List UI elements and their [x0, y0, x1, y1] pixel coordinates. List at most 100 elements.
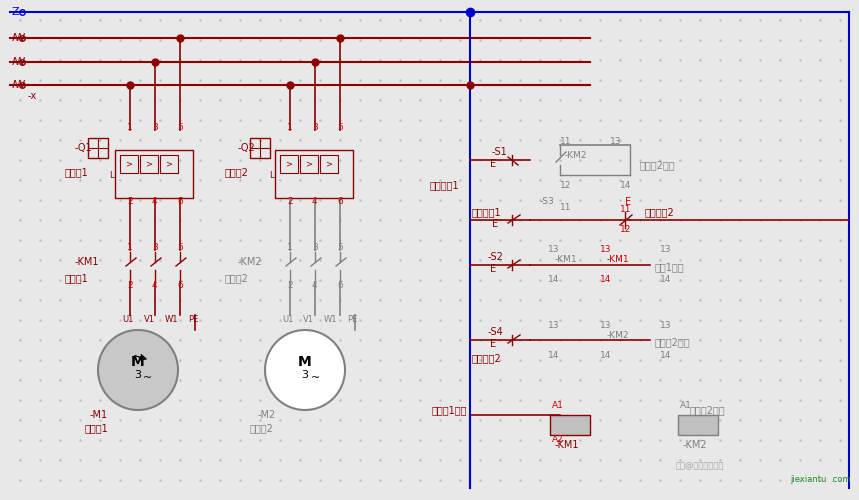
- Text: 13: 13: [548, 246, 559, 254]
- Text: 14: 14: [548, 276, 559, 284]
- Text: 14: 14: [660, 276, 672, 284]
- Bar: [275, 150, 353, 198]
- Text: >: >: [325, 160, 332, 168]
- Text: 6: 6: [337, 198, 343, 206]
- Text: -M1: -M1: [90, 410, 108, 420]
- Text: 12: 12: [560, 180, 571, 190]
- Text: 13: 13: [660, 320, 672, 330]
- Text: jiexiantu: jiexiantu: [790, 475, 826, 484]
- Text: 电动机1: 电动机1: [85, 423, 109, 433]
- Text: L: L: [109, 170, 113, 179]
- Text: 3: 3: [312, 122, 318, 132]
- Bar: [550, 415, 590, 435]
- Text: E: E: [625, 197, 631, 207]
- Text: 接触器2线圈: 接触器2线圈: [690, 405, 726, 415]
- Text: 3: 3: [135, 370, 142, 380]
- Text: 6: 6: [177, 282, 183, 290]
- Text: -KM2: -KM2: [607, 330, 630, 340]
- Bar: [88, 138, 108, 158]
- Text: 断路器1: 断路器1: [65, 167, 88, 177]
- Text: A1: A1: [680, 400, 691, 409]
- Bar: [300, 155, 318, 173]
- Text: ꟿ: ꟿ: [12, 57, 26, 67]
- Text: 12: 12: [620, 226, 631, 234]
- Text: 13: 13: [600, 320, 612, 330]
- Text: ꟿ: ꟿ: [12, 33, 26, 43]
- Text: M: M: [298, 355, 312, 369]
- Bar: [320, 155, 338, 173]
- Text: 停止开关2: 停止开关2: [645, 207, 675, 217]
- Text: -S4: -S4: [488, 327, 503, 337]
- Text: -S1: -S1: [492, 147, 508, 157]
- Bar: [280, 155, 298, 173]
- Text: -S2: -S2: [488, 252, 504, 262]
- Text: 6: 6: [337, 282, 343, 290]
- Text: 14: 14: [600, 350, 612, 360]
- Text: L: L: [269, 170, 274, 179]
- Text: PE: PE: [347, 316, 357, 324]
- Bar: [140, 155, 158, 173]
- Text: 停止开关1: 停止开关1: [430, 180, 460, 190]
- Text: >: >: [145, 160, 152, 168]
- Text: U1: U1: [282, 316, 294, 324]
- Bar: [678, 415, 718, 435]
- Text: -KM2: -KM2: [683, 440, 708, 450]
- Text: E: E: [490, 159, 497, 169]
- Text: 11: 11: [560, 138, 571, 146]
- Text: 14: 14: [548, 350, 559, 360]
- Text: 接触器1: 接触器1: [65, 273, 88, 283]
- Text: .com: .com: [830, 475, 850, 484]
- Text: 5: 5: [337, 122, 343, 132]
- Bar: [250, 138, 270, 158]
- Text: E: E: [492, 219, 498, 229]
- Text: 2: 2: [127, 198, 132, 206]
- Text: >: >: [305, 160, 312, 168]
- Text: A1: A1: [552, 400, 564, 409]
- Text: 5: 5: [177, 244, 183, 252]
- Text: -KM2: -KM2: [238, 257, 263, 267]
- Text: 4: 4: [312, 198, 318, 206]
- Text: 1: 1: [127, 122, 133, 132]
- Text: 电动机2: 电动机2: [250, 423, 274, 433]
- Text: ~: ~: [310, 373, 320, 383]
- Text: 14: 14: [660, 350, 672, 360]
- Text: 5: 5: [337, 244, 343, 252]
- Text: -Q2: -Q2: [238, 143, 256, 153]
- Text: 3: 3: [302, 370, 308, 380]
- Text: -KM2: -KM2: [565, 150, 588, 160]
- Text: 4: 4: [312, 282, 318, 290]
- Text: V1: V1: [303, 316, 314, 324]
- Text: ꟿ: ꟿ: [12, 80, 26, 90]
- Text: 接触器2: 接触器2: [225, 273, 249, 283]
- Text: W1: W1: [324, 316, 338, 324]
- Text: -KM1: -KM1: [75, 257, 100, 267]
- Text: 14: 14: [600, 276, 612, 284]
- Text: Z: Z: [12, 7, 20, 17]
- Text: 13: 13: [660, 246, 672, 254]
- Text: 2: 2: [287, 282, 293, 290]
- Text: 1: 1: [127, 244, 133, 252]
- Text: 接触器2常开: 接触器2常开: [655, 337, 691, 347]
- Text: V1: V1: [144, 316, 155, 324]
- Bar: [120, 155, 138, 173]
- Text: 知乎@朝阳的时而酒: 知乎@朝阳的时而酒: [676, 461, 724, 470]
- Text: 3: 3: [152, 122, 158, 132]
- Text: 接触器2常开: 接触器2常开: [640, 160, 676, 170]
- Text: A2: A2: [552, 436, 564, 444]
- Text: 13: 13: [548, 320, 559, 330]
- Text: 接触器1线圈: 接触器1线圈: [432, 405, 467, 415]
- Text: 启动开关1: 启动开关1: [472, 207, 502, 217]
- Circle shape: [98, 330, 178, 410]
- Text: M: M: [131, 355, 145, 369]
- Text: >: >: [285, 160, 292, 168]
- Text: ~: ~: [143, 373, 153, 383]
- Text: W1: W1: [165, 316, 179, 324]
- Text: 4: 4: [152, 198, 157, 206]
- Bar: [160, 155, 178, 173]
- Text: E: E: [490, 339, 497, 349]
- Text: 6: 6: [177, 198, 183, 206]
- Text: -S3: -S3: [540, 198, 555, 206]
- Text: -KM1: -KM1: [607, 256, 630, 264]
- Text: 13: 13: [600, 246, 612, 254]
- Text: 11: 11: [620, 206, 631, 214]
